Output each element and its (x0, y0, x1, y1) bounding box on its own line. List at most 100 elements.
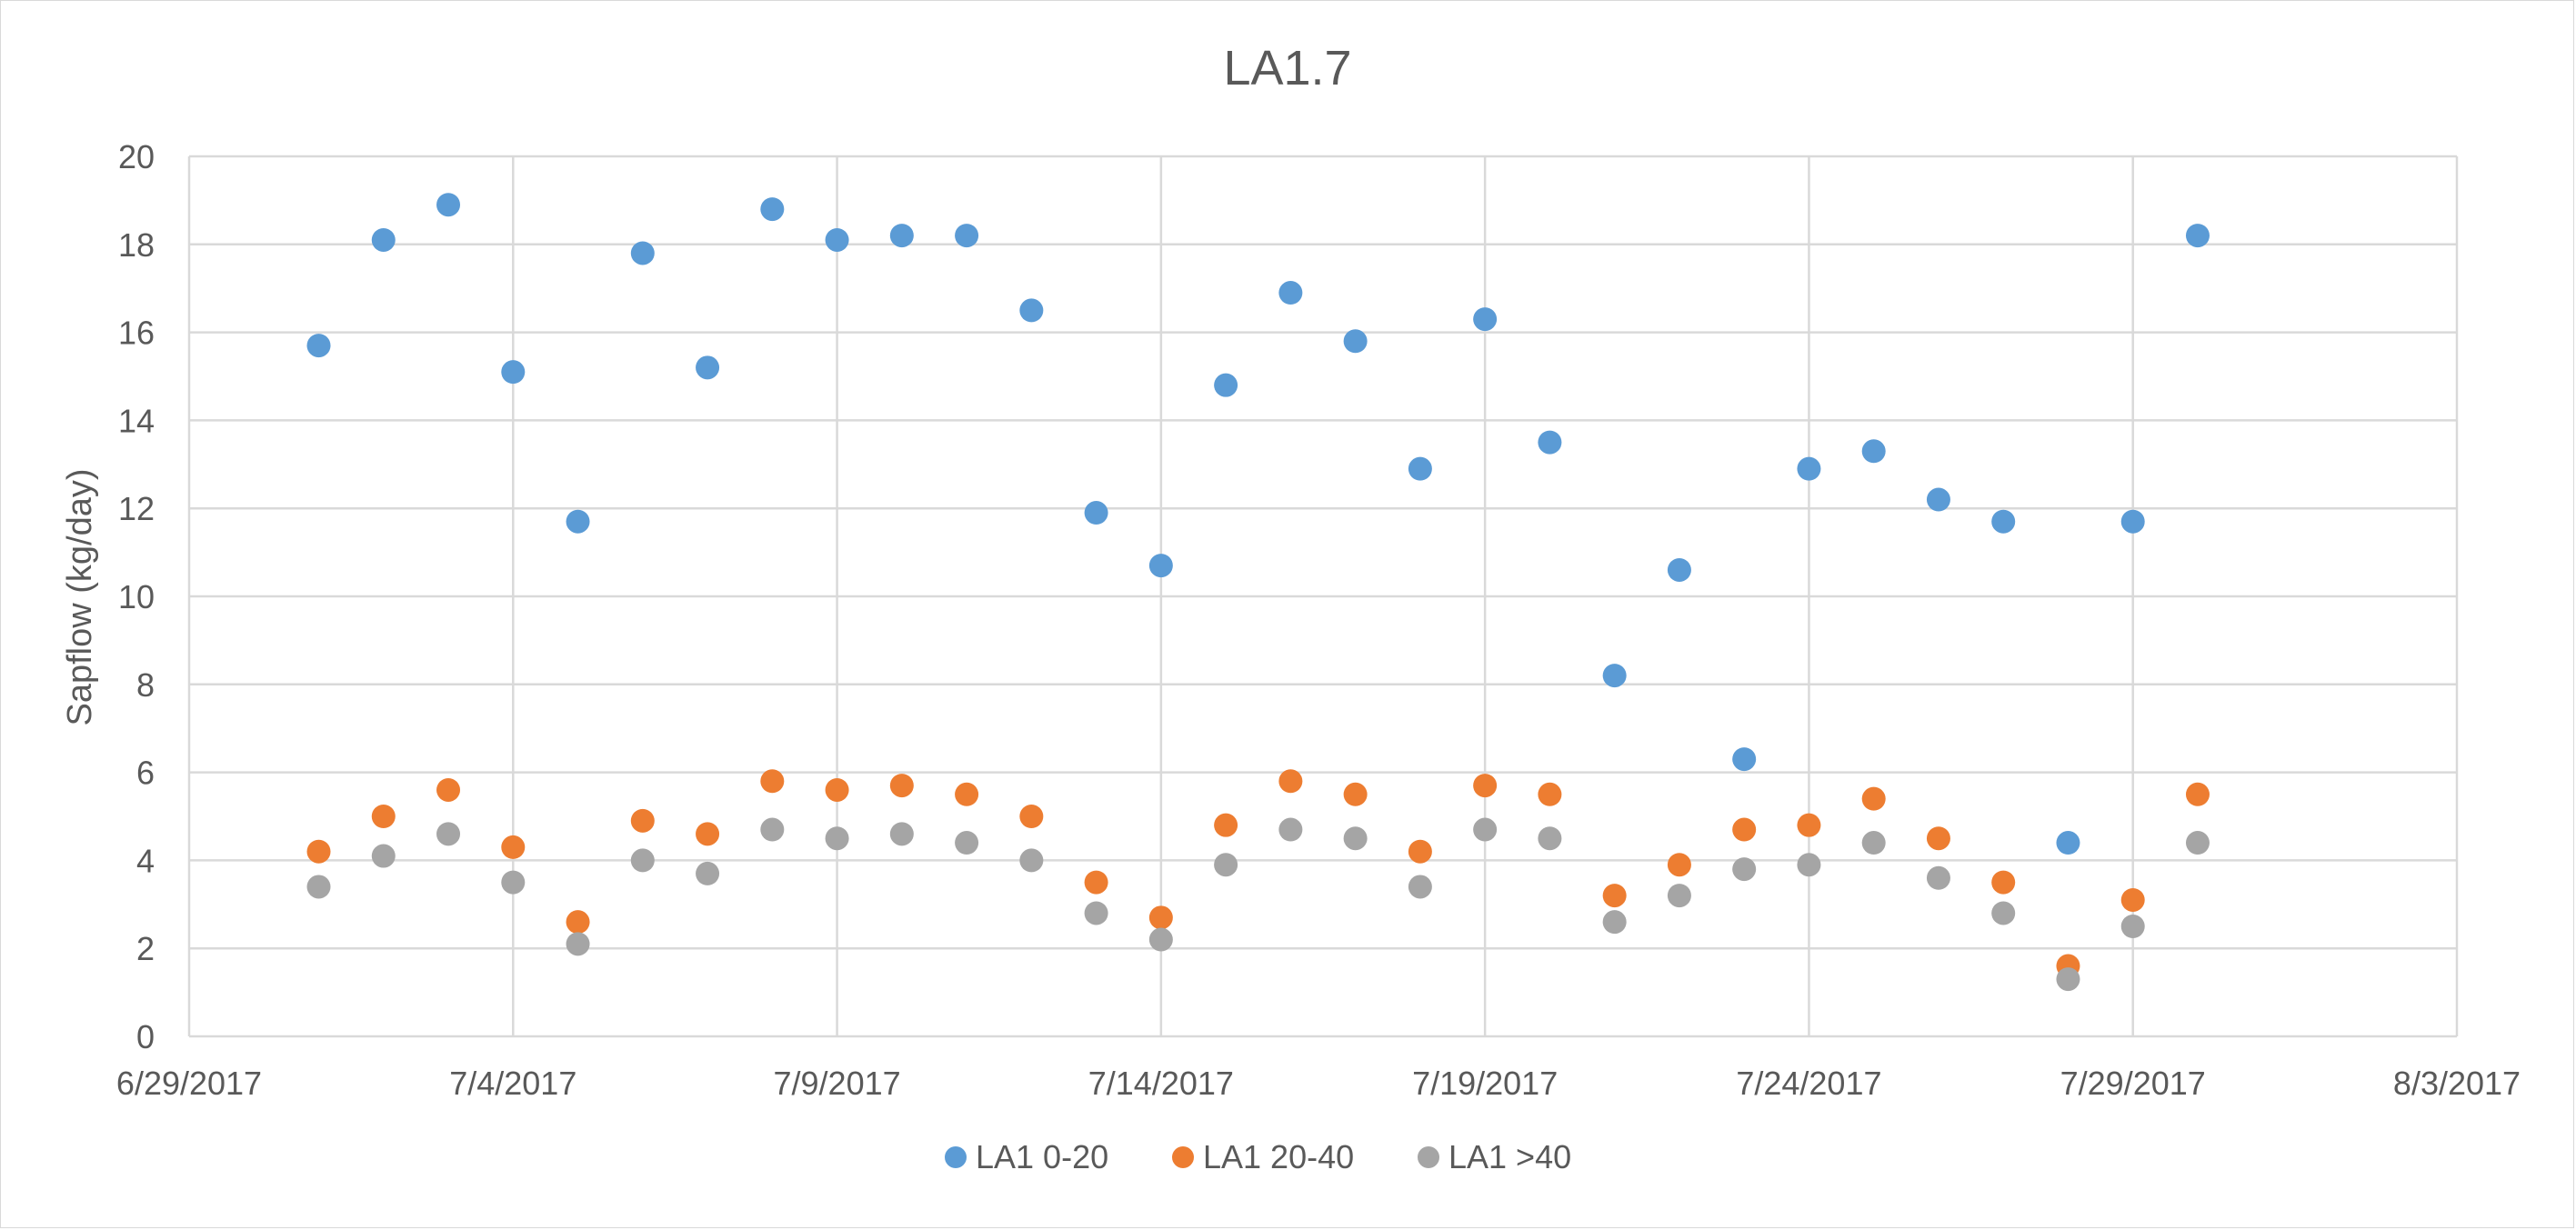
data-point (1797, 456, 1821, 481)
data-point (1861, 786, 1886, 811)
data-point (501, 870, 526, 895)
data-point (1538, 782, 1562, 806)
data-point (696, 355, 720, 380)
data-point (955, 224, 979, 248)
y-tick-label: 20 (118, 138, 155, 175)
data-point (2185, 224, 2210, 248)
data-point (1019, 805, 1044, 828)
data-point (371, 227, 396, 252)
data-point (1861, 439, 1886, 464)
y-axis-title: Sapflow (kg/day) (61, 468, 99, 725)
y-axis: 0 2 4 6 8 10 12 14 16 18 20 (118, 138, 155, 1055)
data-point (1732, 817, 1757, 842)
data-point (1926, 487, 1950, 512)
data-point (1602, 910, 1627, 935)
y-tick-label: 16 (118, 315, 155, 352)
data-point (1343, 782, 1368, 806)
data-point (436, 193, 461, 217)
data-point (566, 910, 590, 935)
data-point (955, 831, 979, 855)
data-point (306, 839, 331, 864)
legend-label: LA1 >40 (1448, 1138, 1571, 1175)
data-point (1991, 509, 2016, 534)
y-tick-label: 6 (136, 755, 155, 792)
x-tick-label: 7/24/2017 (1736, 1065, 1881, 1102)
series-3 (306, 817, 2210, 992)
data-point (1473, 307, 1498, 332)
data-point (1861, 831, 1886, 855)
data-point (1278, 281, 1303, 305)
data-point (1084, 870, 1108, 895)
data-point (1602, 884, 1627, 908)
data-point (1019, 298, 1044, 323)
data-point (2185, 782, 2210, 806)
data-point (1408, 456, 1432, 481)
y-tick-label: 2 (136, 930, 155, 967)
data-point (2120, 915, 2145, 938)
data-point (1732, 857, 1757, 882)
data-point (955, 782, 979, 806)
data-point (1538, 826, 1562, 851)
data-point (696, 861, 720, 885)
gridlines (187, 155, 2459, 1038)
data-point (1473, 774, 1498, 798)
legend-marker (1172, 1146, 1194, 1168)
data-point (566, 932, 590, 956)
data-point (1084, 501, 1108, 525)
data-point (1214, 373, 1238, 397)
x-axis: 6/29/2017 7/4/2017 7/9/2017 7/14/2017 7/19/2… (116, 1065, 2521, 1102)
data-point (889, 822, 914, 846)
data-point (1214, 853, 1238, 877)
y-tick-label: 12 (118, 490, 155, 527)
data-point (1214, 813, 1238, 837)
data-point (501, 835, 526, 859)
x-tick-label: 7/4/2017 (449, 1065, 576, 1102)
data-point (825, 777, 849, 802)
data-point (436, 822, 461, 846)
x-tick-label: 6/29/2017 (116, 1065, 262, 1102)
data-point (1667, 557, 1691, 582)
data-point (1084, 901, 1108, 925)
series-1 (306, 193, 2210, 855)
data-point (1926, 865, 1950, 890)
data-point (2120, 887, 2145, 912)
data-point (1343, 826, 1368, 851)
data-point (1667, 884, 1691, 908)
legend-marker (945, 1146, 967, 1168)
data-point (566, 509, 590, 534)
chart-title: LA1.7 (1223, 41, 1351, 95)
data-point (760, 197, 785, 222)
data-point (630, 848, 655, 873)
data-point (1473, 817, 1498, 842)
data-point (2056, 831, 2080, 855)
y-tick-label: 8 (136, 666, 155, 704)
y-tick-label: 14 (118, 402, 155, 439)
data-point (889, 774, 914, 798)
data-point (1602, 664, 1627, 688)
legend-item: LA1 0-20 (945, 1138, 1108, 1175)
legend-label: LA1 0-20 (976, 1138, 1108, 1175)
data-point (825, 227, 849, 252)
data-point (436, 777, 461, 802)
x-tick-label: 8/3/2017 (2393, 1065, 2521, 1102)
data-point (760, 817, 785, 842)
legend: LA1 0-20 LA1 20-40 LA1 >40 (945, 1138, 1571, 1175)
data-point (1797, 853, 1821, 877)
data-point (1408, 875, 1432, 899)
data-point (1538, 430, 1562, 455)
data-point (1991, 901, 2016, 925)
y-tick-label: 18 (118, 226, 155, 264)
data-points (306, 193, 2210, 992)
data-point (2056, 967, 2080, 992)
data-point (630, 808, 655, 833)
data-point (760, 769, 785, 794)
data-point (1797, 813, 1821, 837)
x-tick-label: 7/19/2017 (1412, 1065, 1558, 1102)
x-tick-label: 7/29/2017 (2060, 1065, 2206, 1102)
data-point (371, 805, 396, 828)
data-point (2120, 509, 2145, 534)
data-point (1278, 817, 1303, 842)
legend-item: LA1 >40 (1418, 1138, 1571, 1175)
data-point (1991, 870, 2016, 895)
